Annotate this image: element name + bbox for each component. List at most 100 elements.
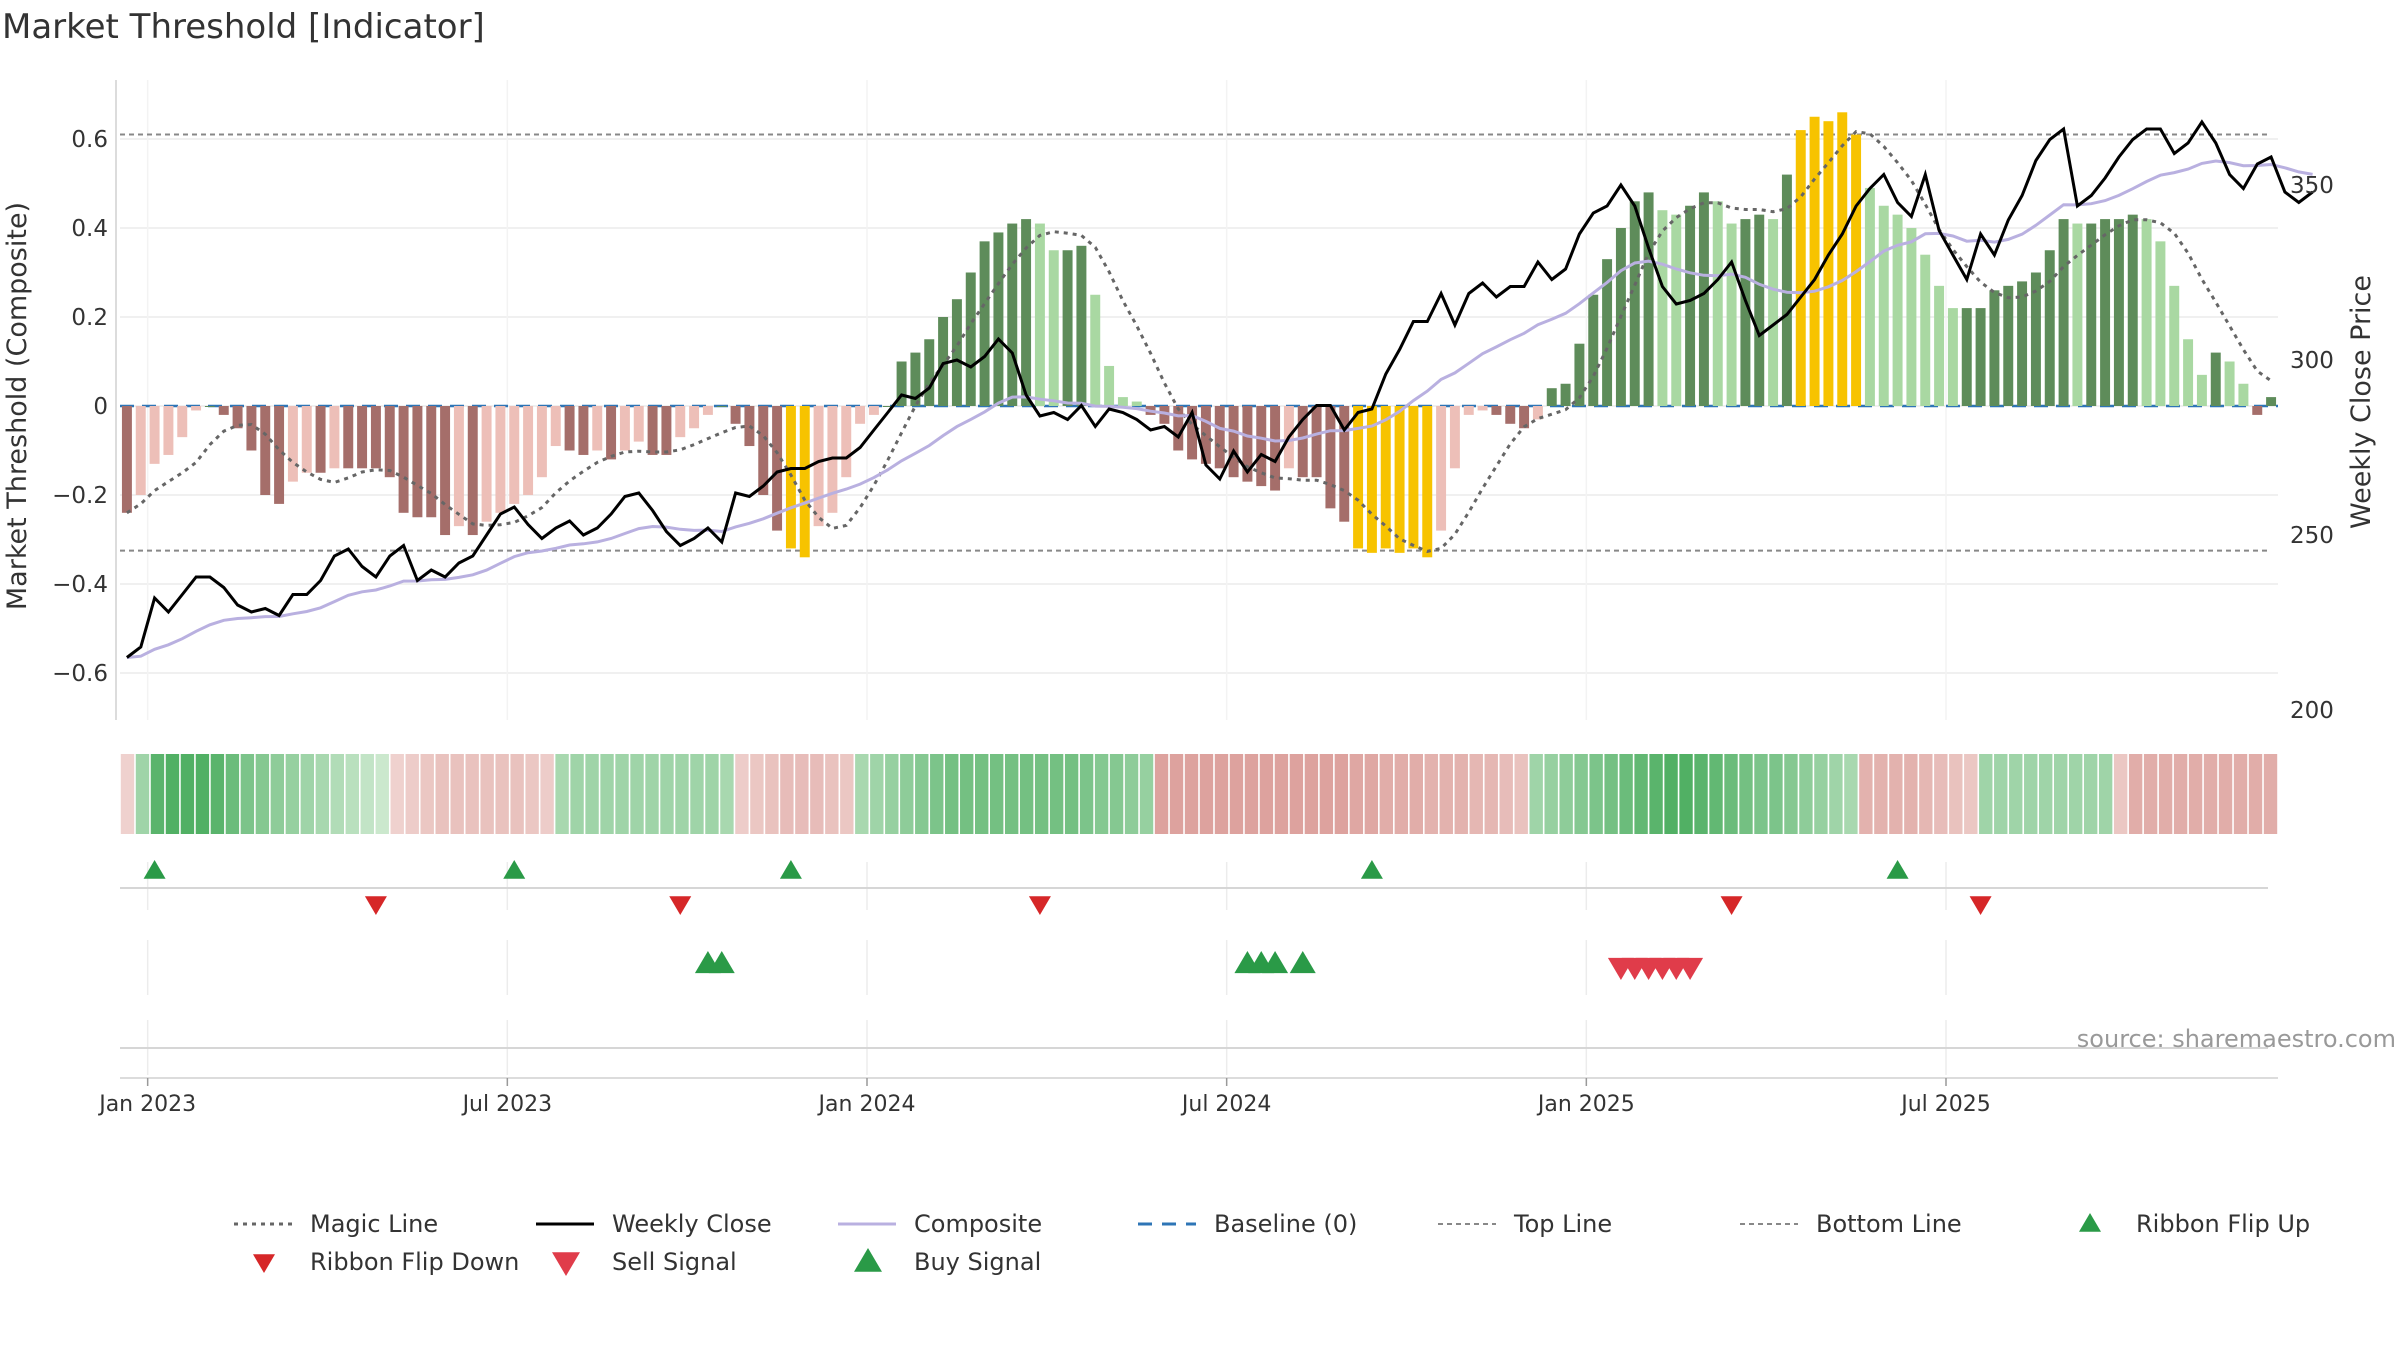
ribbon-cell: [840, 754, 854, 834]
composite-bar: [2003, 285, 2014, 406]
legend: Magic Line Weekly Close Composite Baseline …: [234, 1210, 2310, 1276]
composite-bar: [1159, 406, 1170, 424]
ribbon-cell: [1259, 754, 1274, 834]
ribbon-cell: [435, 754, 449, 834]
composite-bar: [647, 406, 658, 455]
composite-bar: [2127, 214, 2138, 406]
composite-bar: [204, 406, 215, 407]
composite-bar: [2196, 374, 2207, 406]
legend-label: Sell Signal: [612, 1248, 737, 1276]
composite-bar: [661, 406, 672, 455]
ribbon-cell: [2054, 754, 2068, 834]
composite-line: [126, 159, 2313, 659]
axes: 0.6 0.4 0.2 0 −0.2 −0.4 −0.6 Market Threshold (…: [2, 80, 2377, 724]
ribbon-cell: [2203, 754, 2218, 834]
composite-bar: [716, 406, 727, 407]
reference-lines: [120, 133, 2278, 552]
composite-bar: [1864, 187, 1875, 406]
ribbon-cell: [1244, 754, 1259, 834]
ribbon-cell: [1394, 754, 1409, 834]
ribbon-cell: [1454, 754, 1468, 834]
composite-bar: [965, 272, 976, 406]
ribbon-cell: [1784, 754, 1798, 834]
ribbon-cell: [1019, 754, 1034, 834]
legend-label: Bottom Line: [1816, 1210, 1962, 1238]
composite-bar: [619, 406, 630, 451]
ribbon-cell: [540, 754, 554, 834]
ribbon-cell: [1169, 754, 1184, 834]
x-tick-label: Jul 2025: [1899, 1092, 1991, 1117]
x-tick-label: Jan 2023: [97, 1092, 196, 1117]
ribbon-cell: [1739, 754, 1753, 834]
composite-bar: [1380, 406, 1391, 549]
composite-bar: [993, 232, 1004, 406]
ribbon-strip: [120, 754, 2278, 834]
ribbon-cell: [1859, 754, 1873, 834]
ribbon-cell: [225, 754, 240, 834]
ribbon-flip-up-marker: [143, 860, 166, 879]
ribbon-cell: [2188, 754, 2203, 834]
ribbon-cell: [360, 754, 374, 834]
ribbon-cell: [480, 754, 494, 834]
ribbon-cell: [285, 754, 300, 834]
ribbon-cell: [2233, 754, 2248, 834]
legend-swatch-triangle-up-big: [854, 1248, 882, 1272]
ribbon-cell: [330, 754, 344, 834]
ribbon-flip-down-marker: [669, 896, 692, 915]
ribbon-cell: [720, 754, 734, 834]
ribbon-cell: [510, 754, 524, 834]
ribbon-cell: [345, 754, 359, 834]
composite-bar: [440, 406, 451, 536]
composite-bar: [232, 406, 243, 429]
ribbon-cell: [1979, 754, 1993, 834]
ribbon-flip-up-marker: [1360, 860, 1383, 879]
ribbon-cell: [1874, 754, 1888, 834]
x-tick-label: Jan 2024: [817, 1092, 916, 1117]
ribbon-cell: [300, 754, 315, 834]
composite-bar: [246, 406, 257, 451]
composite-bar: [2100, 219, 2111, 406]
composite-bar: [1989, 290, 2000, 406]
ribbon-cell: [2158, 754, 2173, 834]
composite-bar: [1754, 214, 1765, 406]
composite-bar: [841, 406, 852, 478]
composite-bar: [2058, 219, 2069, 406]
ribbon-cell: [765, 754, 779, 834]
ribbon-cell: [2083, 754, 2098, 834]
ribbon-cell: [150, 754, 165, 834]
composite-bar: [1740, 219, 1751, 406]
composite-bar: [592, 406, 603, 451]
composite-bar: [924, 339, 935, 406]
composite-bar: [1297, 406, 1308, 478]
composite-bar: [1366, 406, 1377, 553]
composite-bar: [1270, 406, 1281, 491]
legend-item: Sell Signal: [552, 1248, 737, 1276]
composite-bar: [882, 406, 893, 407]
ribbon-cell: [1154, 754, 1169, 834]
legend-item: Composite: [838, 1210, 1042, 1238]
x-tick-label: Jul 2023: [461, 1092, 553, 1117]
composite-bar: [274, 406, 285, 504]
composite-bar: [1200, 406, 1211, 464]
y-tick-label-left: 0: [93, 394, 108, 420]
ribbon-cell: [2113, 754, 2128, 834]
ribbon-cell: [810, 754, 824, 834]
legend-item: Buy Signal: [854, 1248, 1041, 1276]
composite-bar: [730, 406, 741, 424]
composite-bar: [177, 406, 188, 438]
ribbon-cell: [1604, 754, 1618, 834]
ribbon-cell: [2218, 754, 2233, 834]
ribbon-cell: [1379, 754, 1394, 834]
composite-bar: [951, 299, 962, 406]
legend-label: Magic Line: [310, 1210, 438, 1238]
composite-bar: [426, 406, 437, 518]
ribbon-cell: [2143, 754, 2158, 834]
composite-bar: [1823, 121, 1834, 406]
y-tick-label-right: 200: [2290, 698, 2334, 724]
composite-bar: [813, 406, 824, 527]
composite-bar: [1076, 245, 1087, 406]
legend-item: Top Line: [1438, 1210, 1612, 1238]
composite-bar: [1311, 406, 1322, 478]
composite-bar: [1048, 250, 1059, 406]
